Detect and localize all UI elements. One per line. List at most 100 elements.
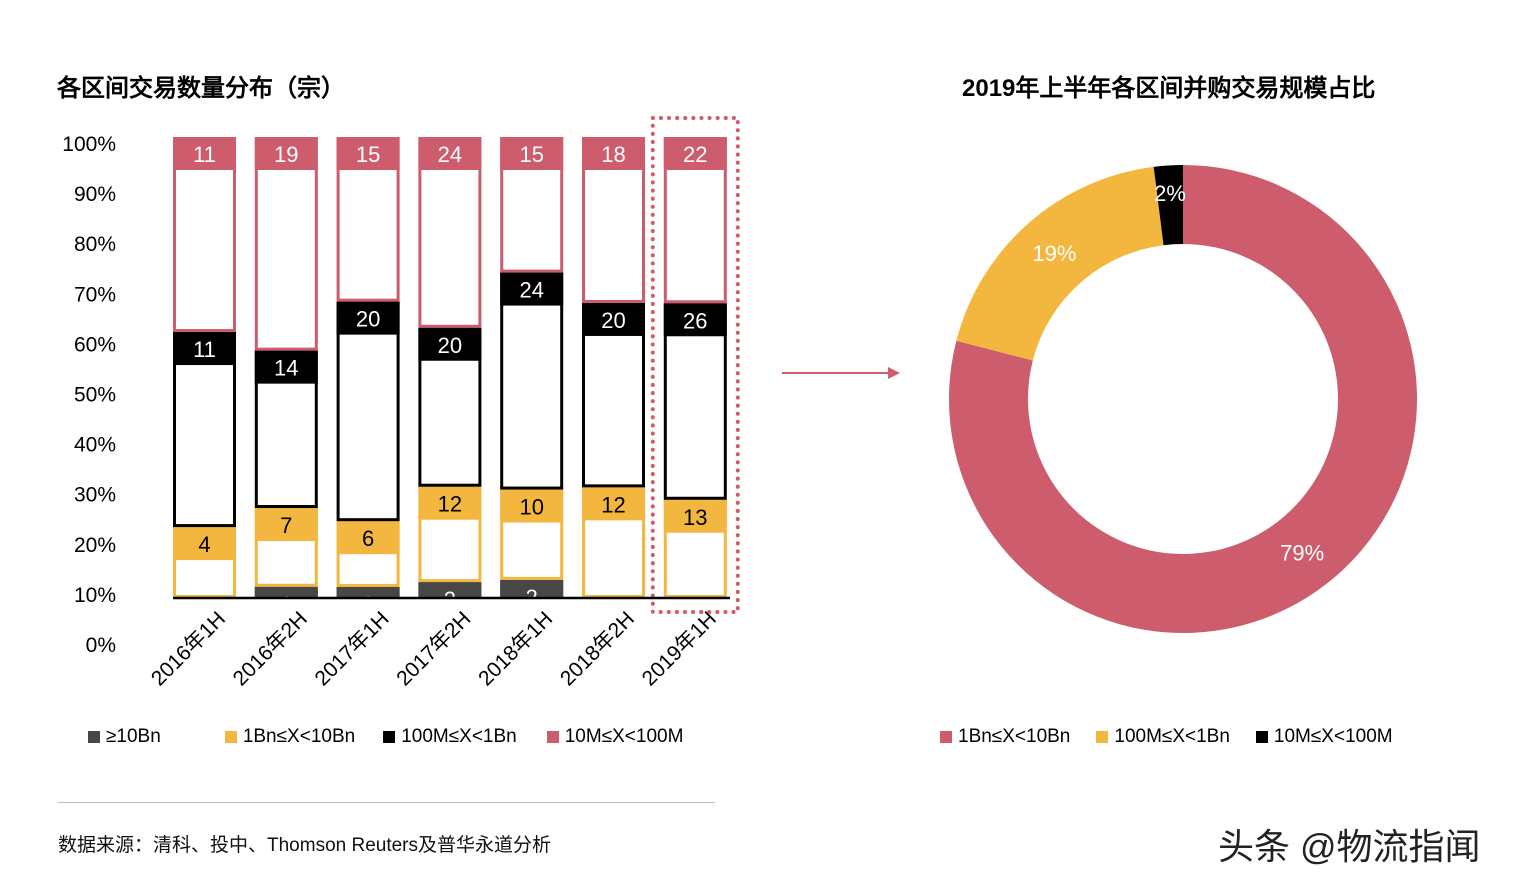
legend-swatch	[1096, 731, 1109, 743]
bar-segment-label-box	[254, 350, 318, 384]
donut-data-label: 79%	[1280, 541, 1324, 566]
legend-label: 10M≤X<100M	[564, 726, 684, 747]
bar-segment-label-box	[582, 487, 645, 521]
data-label: 22	[683, 142, 707, 167]
legend-item: 10M≤X<100M	[1255, 726, 1393, 748]
data-label: 12	[438, 492, 462, 517]
data-label: 24	[438, 142, 462, 167]
bar-segment: 15	[336, 137, 400, 302]
bar-segment-label-box	[173, 527, 236, 561]
y-tick-label: 70%	[74, 283, 116, 306]
bar-segment: 7	[254, 508, 318, 587]
bar-segment: 12	[582, 487, 645, 598]
bar-segment-label-box	[500, 272, 564, 306]
bar-segment: 11	[173, 332, 236, 528]
bar-segment-outline	[336, 301, 400, 522]
y-tick-label: 40%	[74, 434, 116, 457]
legend-item: 10M≤X<100M	[546, 726, 684, 748]
legend-swatch	[383, 731, 396, 743]
bar-segment-label-box	[663, 499, 727, 533]
legend-item: 1Bn≤X<10Bn	[940, 726, 1070, 748]
donut-slice	[949, 165, 1417, 634]
bar-segment: 20	[582, 302, 645, 488]
donut-slice	[1153, 165, 1183, 246]
x-tick-label: 2018年1H	[474, 607, 557, 690]
y-tick-label: 30%	[74, 484, 116, 507]
bar-segment-label-box	[582, 302, 645, 336]
data-label: 13	[683, 505, 707, 530]
data-label: 20	[356, 307, 380, 332]
bar-segment: 2	[418, 582, 482, 612]
bar-segment-label-box	[418, 137, 482, 170]
bar-segment: 6	[336, 521, 400, 588]
bar-segment-outline	[254, 137, 318, 351]
bar-segment: 11	[173, 137, 236, 333]
bar-segment-label-box	[582, 137, 645, 170]
bar-segment-label-box	[336, 137, 400, 170]
bar-segment-label-box	[336, 301, 400, 335]
bar-segment: 20	[336, 301, 400, 522]
bar-segment-outline	[500, 272, 564, 490]
bar-segment: 12	[418, 486, 482, 583]
bar-segment: 20	[418, 327, 482, 487]
bar-segment: 26	[663, 303, 727, 500]
bar-segment-outline	[663, 303, 727, 500]
bar-segment-label-box	[500, 489, 564, 523]
data-label: 4	[198, 532, 210, 557]
legend-swatch	[1255, 731, 1268, 743]
data-label: 18	[601, 142, 625, 167]
bar-segment: 1	[336, 587, 400, 617]
y-tick-label: 80%	[74, 233, 116, 256]
data-label: 11	[193, 142, 216, 167]
bar-segment-label-box	[336, 521, 400, 555]
bar-chart-title: 各区间交易数量分布（宗）	[57, 75, 345, 102]
bar-segment: 19	[254, 137, 318, 351]
bar-segment-label-box	[336, 587, 400, 598]
data-label: 20	[438, 333, 462, 358]
y-tick-label: 20%	[74, 534, 116, 557]
y-tick-label: 100%	[62, 133, 116, 156]
bar-segment-label-box	[418, 582, 482, 598]
arrow-head-icon	[888, 367, 900, 379]
bar-segment: 14	[254, 350, 318, 509]
bar-segment: 22	[663, 137, 727, 304]
bar-segment-label-box	[500, 579, 564, 598]
legend-label: 100M≤X<1Bn	[401, 726, 517, 747]
data-label: 2	[444, 587, 456, 612]
data-label: 26	[683, 308, 707, 333]
data-label: 12	[601, 492, 625, 517]
bar-segment: 1	[254, 586, 318, 617]
legend-label: 100M≤X<1Bn	[1114, 726, 1230, 747]
legend-item: 100M≤X<1Bn	[1096, 726, 1230, 748]
data-label: 7	[280, 513, 292, 538]
donut-chart-title: 2019年上半年各区间并购交易规模占比	[962, 75, 1376, 102]
legend-item: 1Bn≤X<10Bn	[224, 726, 355, 748]
bar-segment: 4	[173, 527, 236, 598]
x-tick-label: 2017年1H	[311, 607, 394, 690]
bar-segment-outline	[173, 332, 236, 528]
y-tick-label: 0%	[86, 634, 116, 657]
data-label: 19	[274, 142, 298, 167]
data-label: 15	[356, 142, 380, 167]
data-label: 14	[274, 356, 298, 381]
divider	[58, 802, 715, 803]
data-label: 11	[193, 337, 216, 362]
bar-segment-label-box	[254, 586, 318, 598]
bar-segment: 24	[418, 137, 482, 328]
x-tick-label: 2016年2H	[229, 607, 312, 690]
y-tick-label: 10%	[74, 584, 116, 607]
bar-segment: 18	[582, 137, 645, 303]
legend-label: 10M≤X<100M	[1273, 726, 1393, 747]
data-label: 15	[519, 142, 543, 167]
legend-swatch	[88, 731, 100, 743]
source-note: 数据来源：清科、投中、Thomson Reuters及普华永道分析	[58, 835, 552, 856]
y-tick-label: 60%	[74, 333, 116, 356]
bar-legend: ≥10Bn 1Bn≤X<10Bn 100M≤X<1Bn 10M≤X<100M	[88, 726, 683, 748]
legend-item: ≥10Bn	[88, 726, 161, 748]
data-label: 24	[519, 278, 543, 303]
x-tick-label: 2018年2H	[556, 607, 639, 690]
data-label: 6	[362, 526, 374, 551]
legend-swatch	[546, 731, 559, 743]
x-tick-label: 2017年2H	[392, 607, 475, 690]
